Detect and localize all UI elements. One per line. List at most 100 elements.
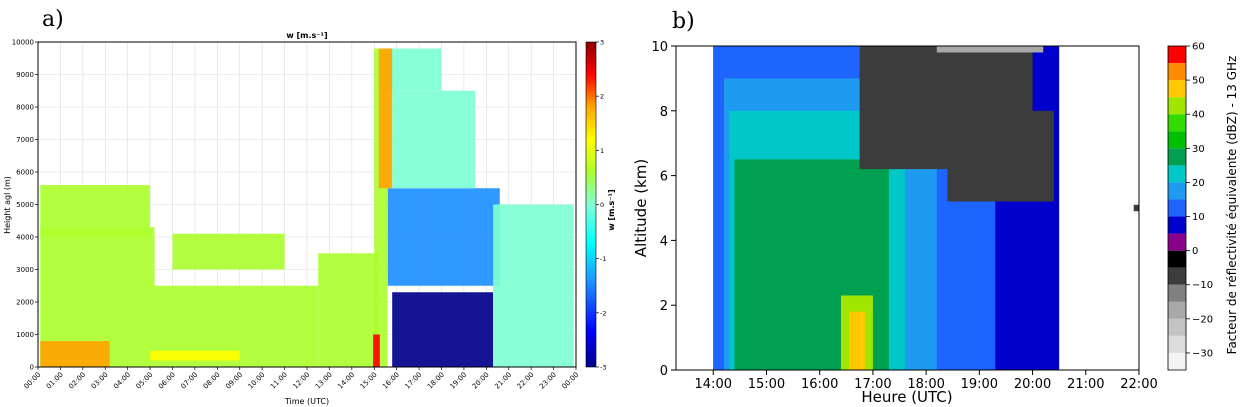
panel-a-x-tick-label: 09:00 <box>224 371 244 391</box>
panel-b-colorbar-tick-label: 40 <box>1192 110 1205 121</box>
panel-a-x-tick-label: 15:00 <box>359 371 379 391</box>
panel-a-colorbar-tick-label: -3 <box>600 364 606 372</box>
panel-a-x-tick-label: 07:00 <box>179 371 199 391</box>
panel-a-colorbar-label: w [m.s⁻¹] <box>607 189 616 230</box>
panel-a-y-tick-label: 4000 <box>16 234 34 242</box>
panel-a-data-region <box>385 48 442 91</box>
panel-a-data-region <box>373 334 380 367</box>
panel-a-x-tick-label: 00:00 <box>560 371 580 391</box>
panel-b-colorbar-level <box>1168 80 1186 98</box>
panel-a-x-tick-label: 18:00 <box>426 371 446 391</box>
panel-b-colorbar-level <box>1168 165 1186 183</box>
panel-b-x-tick-label: 15:00 <box>748 377 785 392</box>
panel-b-colorbar-level <box>1168 301 1186 319</box>
panel-a-colorbar-tick-label: 0 <box>600 201 604 209</box>
panel-b-colorbar-level <box>1168 335 1186 353</box>
panel-b-colorbar-level <box>1168 233 1186 251</box>
panel-b-colorbar-tick-label: −10 <box>1192 280 1213 291</box>
panel-b-colorbar-tick-label: 0 <box>1192 246 1198 257</box>
panel-b-colorbar-tick-label: 60 <box>1192 42 1205 53</box>
panel-b-colorbar-tick-label: 10 <box>1192 212 1205 223</box>
panel-b-x-tick-label: 16:00 <box>801 377 838 392</box>
panel-b-y-tick-label: 10 <box>651 40 668 55</box>
panel-b-colorbar-tick-label: −30 <box>1192 348 1213 359</box>
panel-b-x-ticks: 14:00 15:00 16:00 17:00 18:00 19:00 20:00 21:00… <box>695 370 1158 392</box>
panel-a-data-region <box>150 350 240 361</box>
panel-a-x-tick-label: 13:00 <box>314 371 334 391</box>
panel-b-colorbar-level <box>1168 63 1186 81</box>
panel-a-y-tick-label: 1000 <box>16 331 34 339</box>
panel-a-y-tick-label: 0 <box>30 364 34 372</box>
panel-b-colorbar-tick-label: −20 <box>1192 314 1213 325</box>
panel-b-y-label: Altitude (km) <box>632 159 650 257</box>
panel-a-y-label: Height agl (m) <box>3 176 12 234</box>
panel-b: b) 0 2 4 6 8 10 14:00 15:00 16:00 17:00 18:00 19:0… <box>632 9 1239 406</box>
panel-b-y-ticks: 0 2 4 6 8 10 <box>651 40 676 379</box>
panel-a-colorbar <box>585 41 597 368</box>
panel-a-x-tick-label: 17:00 <box>404 371 424 391</box>
panel-b-y-tick-label: 8 <box>660 105 668 120</box>
panel-a-x-tick-label: 23:00 <box>538 371 558 391</box>
panel-b-data-region <box>848 311 865 370</box>
panel-a-title: w [m.s⁻¹] <box>286 31 327 40</box>
panel-a-y-ticks: 0 1000 2000 3000 4000 5000 6000 7000 8000 9000 100… <box>12 39 38 372</box>
panel-a-x-label: Time (UTC) <box>284 397 329 406</box>
panel-b-x-tick-label: 21:00 <box>1067 377 1104 392</box>
panel-a-colorbar-ticks: -3 -2 -1 0 1 2 3 <box>596 39 606 372</box>
panel-a-data-region <box>378 48 393 189</box>
panel-b-data <box>713 46 1139 370</box>
panel-a-y-tick-label: 6000 <box>16 169 34 177</box>
panel-a-data <box>40 48 574 367</box>
panel-b-colorbar-ticks: −30 −20 −10 0 10 20 30 40 50 60 <box>1186 42 1213 359</box>
panel-a-x-tick-label: 02:00 <box>67 371 87 391</box>
panel-a-x-tick-label: 21:00 <box>493 371 513 391</box>
panel-b-x-label: Heure (UTC) <box>861 388 952 406</box>
panel-a-data-region <box>387 188 500 286</box>
panel-a-x-tick-label: 22:00 <box>516 371 536 391</box>
panel-a-x-tick-label: 05:00 <box>135 371 155 391</box>
panel-a-data-region <box>172 233 285 270</box>
panel-b-data-region <box>947 110 1054 202</box>
panel-a-x-tick-label: 00:00 <box>22 371 42 391</box>
panel-a-data-region <box>392 292 494 367</box>
panel-a-x-tick-label: 20:00 <box>471 371 491 391</box>
panel-a-y-tick-label: 5000 <box>16 201 34 209</box>
panel-b-colorbar-level <box>1168 352 1186 370</box>
panel-a-x-tick-label: 01:00 <box>45 371 65 391</box>
panel-b-colorbar-tick-label: 50 <box>1192 76 1205 87</box>
panel-b-colorbar-level <box>1168 216 1186 234</box>
panel-b-colorbar-level <box>1168 131 1186 149</box>
panel-a-x-tick-label: 06:00 <box>157 371 177 391</box>
panel-b-colorbar-level <box>1168 318 1186 336</box>
panel-a-colorbar-tick-label: 2 <box>600 93 604 101</box>
panel-a-data-region <box>318 253 379 367</box>
panel-a: a) w [m.s⁻¹] 0 1000 2000 3000 4000 5000 6000 70… <box>3 7 616 406</box>
panel-b-colorbar-tick-label: 20 <box>1192 178 1205 189</box>
panel-a-x-tick-label: 12:00 <box>291 371 311 391</box>
panel-a-x-ticks: 00:00 01:00 02:00 03:00 04:00 05:00 06:00 07:00… <box>22 367 580 391</box>
panel-b-data-region <box>1133 204 1139 212</box>
panel-a-y-tick-label: 8000 <box>16 104 34 112</box>
panel-b-x-tick-label: 18:00 <box>907 377 944 392</box>
panel-b-colorbar <box>1168 46 1186 370</box>
panel-a-data-region <box>493 204 574 367</box>
panel-b-x-tick-label: 17:00 <box>854 377 891 392</box>
panel-a-colorbar-tick-label: 1 <box>600 147 604 155</box>
panel-b-colorbar-level <box>1168 97 1186 115</box>
panel-a-colorbar-tick-label: 3 <box>600 39 604 47</box>
panel-a-y-tick-label: 9000 <box>16 71 34 79</box>
panel-a-x-tick-label: 08:00 <box>202 371 222 391</box>
panel-b-y-tick-label: 4 <box>660 234 668 249</box>
panel-b-colorbar-level <box>1168 284 1186 302</box>
panel-a-x-tick-label: 10:00 <box>247 371 267 391</box>
panel-b-colorbar-label: Facteur de réflectivité équivalente (dBZ… <box>1225 56 1239 355</box>
panel-b-colorbar-level <box>1168 46 1186 64</box>
panel-a-letter: a) <box>42 7 64 32</box>
panel-a-x-tick-label: 16:00 <box>381 371 401 391</box>
panel-b-colorbar-level <box>1168 182 1186 200</box>
panel-b-x-tick-label: 22:00 <box>1120 377 1157 392</box>
panel-b-colorbar-level <box>1168 199 1186 217</box>
panel-a-y-tick-label: 7000 <box>16 136 34 144</box>
panel-b-data-region <box>936 46 1044 53</box>
panel-a-colorbar-tick-label: -2 <box>600 309 606 317</box>
